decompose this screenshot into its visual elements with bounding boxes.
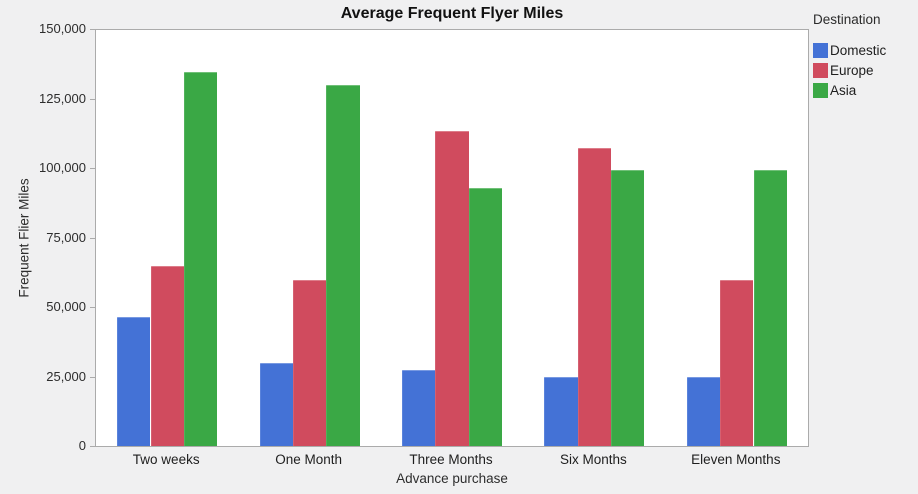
bar-europe-two-weeks[interactable] xyxy=(150,265,184,446)
bar-asia-six-months[interactable] xyxy=(611,170,645,446)
y-tick-label-75-000: 75,000 xyxy=(46,229,86,245)
legend-swatch-europe xyxy=(813,62,828,78)
y-tick-label-0: 0 xyxy=(78,438,86,453)
x-tick-label-one-month: One Month xyxy=(275,452,342,467)
y-tick-label-100-000: 100,000 xyxy=(39,160,86,175)
legend-swatch-domestic xyxy=(813,42,828,58)
x-tick-label-three-months: Three Months xyxy=(409,452,493,467)
legend: Destination Domestic Europe Asia xyxy=(813,12,917,100)
legend-swatch-asia xyxy=(813,82,828,98)
bar-asia-three-months[interactable] xyxy=(468,188,503,446)
x-tick-label-six-months: Six Months xyxy=(560,452,627,467)
bar-domestic-three-months[interactable] xyxy=(401,369,436,446)
bar-asia-eleven-months[interactable] xyxy=(753,170,787,446)
x-tick-label-two-weeks: Two weeks xyxy=(132,452,200,467)
bar-europe-six-months[interactable] xyxy=(577,147,612,446)
bar-asia-one-month[interactable] xyxy=(326,85,360,446)
y-tick-label-50-000: 50,000 xyxy=(46,299,86,314)
y-tick-mark xyxy=(90,98,95,100)
legend-item-domestic[interactable]: Domestic xyxy=(813,40,917,60)
bar-domestic-two-weeks[interactable] xyxy=(117,317,151,446)
y-tick-mark xyxy=(90,376,95,378)
plot-area xyxy=(95,29,809,447)
y-tick-label-150-000: 150,000 xyxy=(39,21,86,36)
y-tick-mark xyxy=(90,168,95,169)
bar-asia-two-weeks[interactable] xyxy=(183,71,218,446)
y-tick-mark xyxy=(90,29,95,30)
legend-item-europe[interactable]: Europe xyxy=(813,60,917,80)
y-tick-label-25-000: 25,000 xyxy=(46,368,86,384)
bar-europe-eleven-months[interactable] xyxy=(720,279,754,446)
x-tick-label-eleven-months: Eleven Months xyxy=(691,452,781,467)
y-tick-label-125-000: 125,000 xyxy=(39,90,86,106)
legend-label-asia: Asia xyxy=(830,82,857,98)
bar-domestic-eleven-months[interactable] xyxy=(686,376,721,446)
y-tick-mark xyxy=(90,446,95,447)
legend-item-asia[interactable]: Asia xyxy=(813,80,917,100)
legend-title: Destination xyxy=(813,12,881,27)
y-tick-mark xyxy=(90,307,95,308)
y-tick-mark xyxy=(90,237,95,239)
x-axis-title: Advance purchase xyxy=(396,471,508,486)
bar-domestic-one-month[interactable] xyxy=(259,362,293,446)
chart-title: Average Frequent Flyer Miles xyxy=(340,5,564,22)
legend-label-domestic: Domestic xyxy=(830,42,887,58)
bar-domestic-six-months[interactable] xyxy=(544,376,578,446)
bar-europe-three-months[interactable] xyxy=(435,131,469,446)
bar-europe-one-month[interactable] xyxy=(292,279,327,446)
legend-items: Domestic Europe Asia xyxy=(813,40,917,100)
legend-label-europe: Europe xyxy=(830,62,874,78)
